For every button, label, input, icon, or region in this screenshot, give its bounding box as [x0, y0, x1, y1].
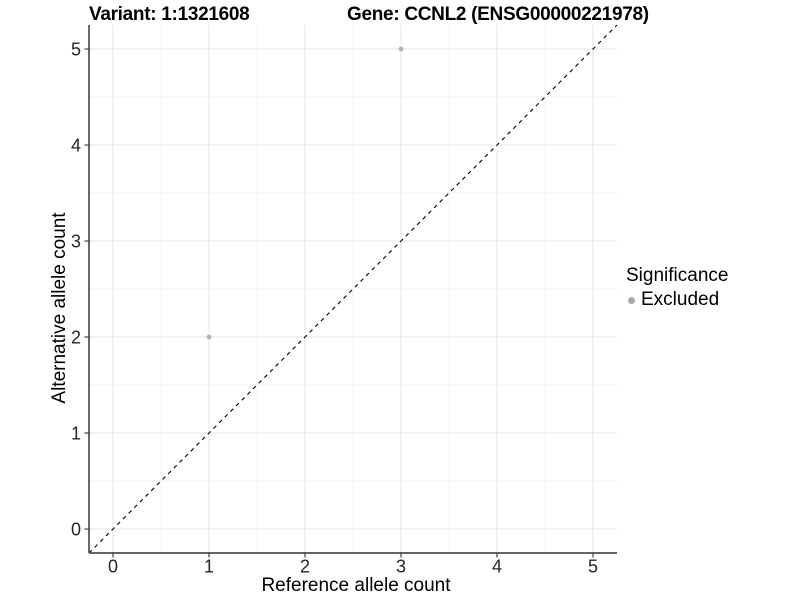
legend-title: Significance: [626, 265, 729, 286]
legend-point-icon: [628, 296, 635, 304]
x-axis-label: Reference allele count: [261, 575, 451, 596]
y-axis-tick-label: 2: [71, 328, 81, 348]
legend: Significance Excluded: [626, 265, 728, 311]
y-axis-tick-label: 5: [71, 40, 81, 60]
plot-title-gene: Gene: CCNL2 (ENSG00000221978): [347, 4, 649, 25]
x-axis-tick-label: 5: [588, 557, 598, 577]
y-axis-tick-label: 0: [71, 520, 81, 540]
data-point: [206, 334, 212, 340]
x-axis-tick-label: 0: [108, 557, 118, 577]
y-axis-tick-label: 4: [71, 136, 81, 156]
y-axis-label: Alternative allele count: [49, 212, 70, 404]
x-axis-tick-label: 4: [492, 557, 502, 577]
plot-title-variant: Variant: 1:1321608: [89, 4, 250, 25]
x-axis-tick-label: 3: [396, 557, 406, 577]
data-point: [398, 46, 404, 52]
y-axis-tick-label: 3: [71, 232, 81, 252]
x-axis-tick-label: 1: [204, 557, 214, 577]
legend-item-excluded: Excluded: [626, 289, 728, 311]
legend-item-label: Excluded: [641, 289, 720, 310]
x-axis-tick-label: 2: [300, 557, 310, 577]
y-axis-tick-label: 1: [71, 424, 81, 444]
